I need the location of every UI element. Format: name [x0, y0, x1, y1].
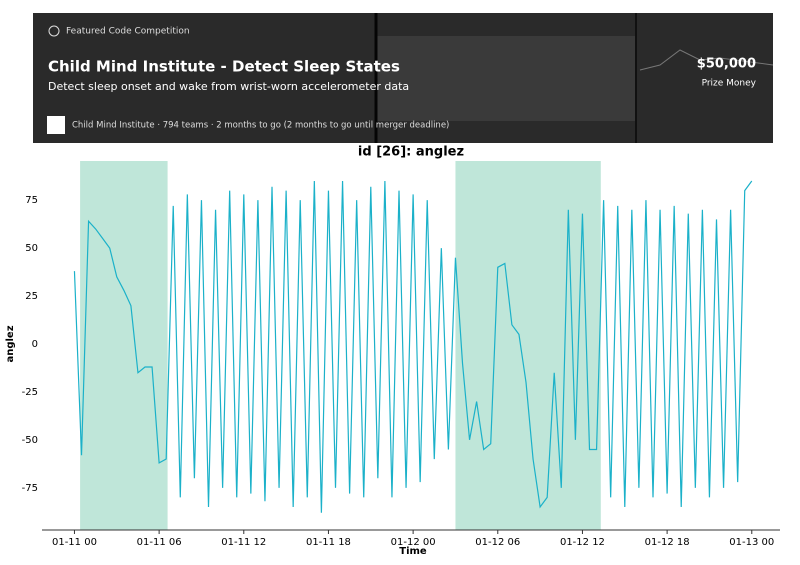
chart-title: id [26]: anglez — [358, 145, 464, 160]
x-axis-label: Time — [399, 546, 427, 557]
x-tick-label: 01-13 00 — [729, 537, 774, 548]
data-line — [73, 180, 753, 513]
prize: $50,000 — [697, 57, 756, 72]
x-tick-label: 01-11 12 — [221, 537, 266, 548]
y-tick-label: 0 — [32, 339, 38, 350]
y-tick-label: -25 — [22, 387, 38, 398]
banner-subtitle: Detect sleep onset and wake from wrist-w… — [48, 80, 409, 93]
prize-label: Prize Money — [702, 79, 757, 89]
y-tick-label: -50 — [22, 435, 38, 446]
x-tick-label: 01-12 12 — [560, 537, 605, 548]
x-tick-label: 01-12 06 — [475, 537, 520, 548]
plot: -75 -50 -25 0 25 50 75 01-11 00 01-11 06 01-11 12… — [22, 161, 780, 548]
x-tick-label: 01-11 06 — [137, 537, 182, 548]
y-tick-label: -75 — [22, 483, 38, 494]
x-tick-label: 01-11 18 — [306, 537, 351, 548]
y-tick-label: 25 — [25, 291, 38, 302]
banner-title: Child Mind Institute - Detect Sleep Stat… — [48, 58, 400, 76]
x-tick-label: 01-12 18 — [645, 537, 690, 548]
sleep-span — [80, 161, 168, 530]
trophy-icon — [48, 25, 60, 37]
banner-decoration — [639, 49, 774, 71]
banner-tag: Featured Code Competition — [66, 27, 190, 37]
banner-footer: Child Mind Institute · 794 teams · 2 mon… — [72, 121, 449, 131]
y-tick-label: 50 — [25, 243, 38, 254]
x-tick-label: 01-12 00 — [391, 537, 436, 548]
sleep-span — [455, 161, 601, 530]
y-axis-label: anglez — [5, 325, 16, 362]
x-tick-label: 01-11 00 — [52, 537, 97, 548]
banner-decoration — [376, 36, 636, 121]
host-logo — [47, 116, 65, 134]
y-tick-label: 75 — [25, 195, 38, 206]
